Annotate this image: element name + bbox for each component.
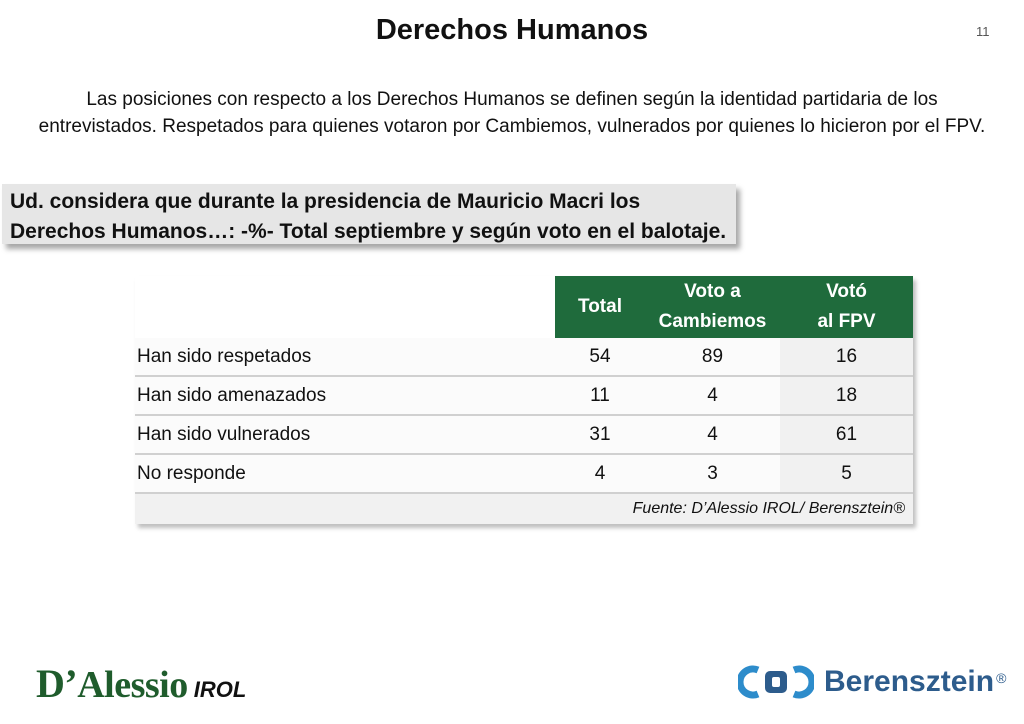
intro-line-1: Las posiciones con respecto a los Derech…: [86, 89, 938, 110]
table-row: No responde 4 3 5: [135, 454, 913, 494]
intro-text: Las posiciones con respecto a los Derech…: [10, 86, 1014, 140]
intro-line-2: entrevistados. Respetados para quienes v…: [38, 116, 986, 137]
cell-cambiemos: 89: [645, 338, 780, 377]
berensztein-symbol-icon: [738, 665, 814, 699]
header-blank-cell: [135, 276, 555, 338]
question-line-2: Derechos Humanos…: -%- Total septiembre …: [10, 220, 727, 243]
header-fpv-line-1: Votó: [826, 281, 867, 302]
cell-total: 54: [555, 338, 645, 377]
table-row: Han sido respetados 54 89 16: [135, 338, 913, 377]
cell-fpv: 5: [780, 454, 913, 494]
row-label: Han sido amenazados: [135, 376, 555, 416]
cell-cambiemos: 3: [645, 454, 780, 494]
header-total: Total: [555, 276, 645, 338]
header-cambiemos-line-1: Voto a: [684, 281, 741, 302]
header-fpv: Votó al FPV: [780, 276, 913, 338]
page-number: 11: [976, 24, 990, 39]
dalessio-initial: D’: [36, 661, 78, 706]
berensztein-logo: Berensztein ®: [738, 662, 1006, 702]
berensztein-name: Berensztein: [824, 665, 995, 698]
cell-cambiemos: 4: [645, 415, 780, 455]
cell-total: 4: [555, 454, 645, 494]
registered-mark: ®: [996, 670, 1007, 686]
cell-total: 11: [555, 376, 645, 416]
row-label: Han sido respetados: [135, 338, 555, 377]
cell-fpv: 18: [780, 376, 913, 416]
row-label: No responde: [135, 454, 555, 494]
irol-label: IROL: [193, 677, 247, 702]
row-label: Han sido vulnerados: [135, 415, 555, 455]
results-table: Total Voto a Cambiemos Votó al FPV Han s…: [135, 276, 913, 524]
header-fpv-line-2: al FPV: [817, 311, 876, 332]
question-line-1: Ud. considera que durante la presidencia…: [10, 190, 641, 213]
header-cambiemos-line-2: Cambiemos: [658, 311, 767, 332]
table-row: Han sido amenazados 11 4 18: [135, 376, 913, 416]
cell-cambiemos: 4: [645, 376, 780, 416]
source-note: Fuente: D’Alessio IROL/ Berensztein®: [135, 493, 913, 524]
cell-total: 31: [555, 415, 645, 455]
dalessio-wordmark: D’Alessio: [36, 661, 188, 706]
header-cambiemos: Voto a Cambiemos: [645, 276, 780, 338]
source-row: Fuente: D’Alessio IROL/ Berensztein®: [135, 493, 913, 524]
page-title: Derechos Humanos: [375, 14, 649, 46]
table-header-row: Total Voto a Cambiemos Votó al FPV: [135, 276, 913, 338]
dalessio-irol-logo: D’Alessio IROL: [36, 660, 247, 706]
table-row: Han sido vulnerados 31 4 61: [135, 415, 913, 455]
cell-fpv: 61: [780, 415, 913, 455]
question-box: Ud. considera que durante la presidencia…: [2, 184, 736, 244]
dalessio-name: Alessio: [77, 664, 188, 706]
cell-fpv: 16: [780, 338, 913, 377]
